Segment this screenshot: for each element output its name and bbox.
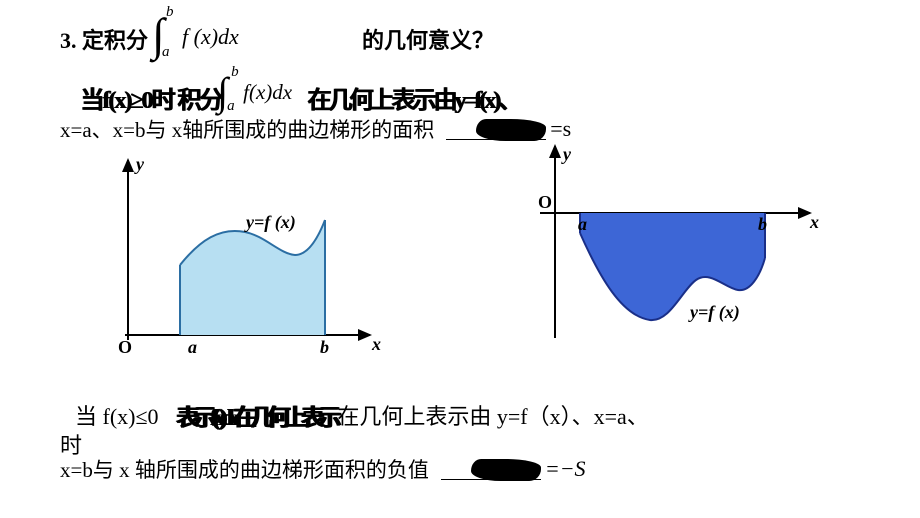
a-label: a xyxy=(578,214,587,234)
smudge-icon xyxy=(471,459,541,481)
para2-rhs: =−S xyxy=(545,456,586,482)
area-fill xyxy=(180,220,325,335)
section-number: 3. 定积分 xyxy=(60,23,148,55)
para2-line1c: 在几何上表示由 y=f（x）、x=a、 xyxy=(337,399,648,431)
y-axis-label: y xyxy=(561,144,572,164)
integral-body: f(x)dx xyxy=(243,80,292,105)
a-label: a xyxy=(188,337,197,357)
integral-upper: b xyxy=(231,64,239,81)
integral-body: f (x)dx xyxy=(182,24,239,50)
x-axis-label: x xyxy=(809,212,819,232)
chart-negative-area: O a b x y y=f (x) xyxy=(510,138,830,358)
integral-lower: a xyxy=(227,98,235,115)
x-axis-label: x xyxy=(371,334,381,354)
y-axis-label: y xyxy=(134,154,145,174)
blank-1 xyxy=(446,118,546,140)
blank-2 xyxy=(441,458,541,480)
title-suffix: 的几何意义？ xyxy=(362,23,494,55)
b-label: b xyxy=(320,337,329,357)
para2-line3: x=b与 x 轴所围成的曲边梯形面积的负值 xyxy=(60,454,429,484)
curve-label: y=f (x) xyxy=(244,212,296,233)
origin-label: O xyxy=(118,337,132,357)
para1-line1a: 当f(x)≥0时 积分 xyxy=(80,80,221,115)
origin-label: O xyxy=(538,192,552,212)
para1-line2: x=a、x=b与 x轴所围成的曲边梯形的面积 xyxy=(60,114,434,144)
integral-upper: b xyxy=(166,4,174,21)
curve-label: y=f (x) xyxy=(688,302,740,323)
b-label: b xyxy=(758,214,767,234)
integral-lower: a xyxy=(162,44,170,61)
para2-line1a: 当 f(x)≤0 xyxy=(75,399,159,431)
para2-smudged: 表示f(x)dx在几何上表示 xyxy=(177,398,336,432)
para1-line1b: 在几何上表示由y=f(x)、 xyxy=(307,80,519,115)
integral-expression: ∫ b a f (x)dx xyxy=(152,14,262,64)
chart-positive-area: O a b x y y=f (x) xyxy=(70,150,390,360)
